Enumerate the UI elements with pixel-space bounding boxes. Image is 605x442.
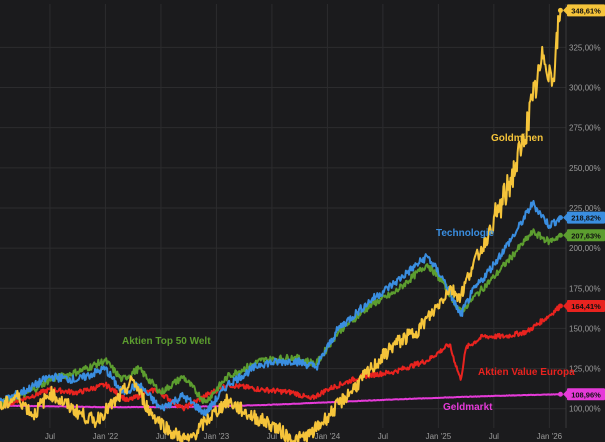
series-line-geldmarkt: [0, 393, 561, 409]
series-line-technologie: [0, 200, 562, 417]
series-end-point: [557, 391, 563, 397]
series-line-aktien-value-europa: [0, 304, 562, 412]
end-value-pointer: [563, 390, 567, 399]
x-tick-label: Jan '22: [93, 432, 119, 441]
x-tick-label: Jul: [45, 432, 55, 441]
x-tick-label: Jan '25: [426, 432, 452, 441]
label-value-europa: Aktien Value Europa: [478, 367, 575, 378]
y-tick-label: 100,00%: [569, 405, 601, 414]
series-layer: [0, 10, 562, 442]
end-labels: 108,96% 164,41% 207,63% 218,82% 348,61%: [557, 4, 605, 401]
grid: [0, 4, 567, 428]
series-end-point: [557, 7, 563, 13]
x-tick-label: Jul: [267, 432, 277, 441]
end-value-label: 108,96%: [571, 390, 601, 399]
y-tick-label: 250,00%: [569, 164, 601, 173]
series-line-aktien-top-50-welt: [0, 228, 562, 408]
y-tick-label: 150,00%: [569, 324, 601, 333]
y-tick-label: 325,00%: [569, 43, 601, 52]
x-tick-label: Jul: [378, 432, 388, 441]
y-tick-label: 200,00%: [569, 244, 601, 253]
series-end-point: [557, 303, 563, 309]
end-value-label: 218,82%: [571, 214, 601, 223]
end-value-pointer: [563, 6, 567, 15]
end-value-label: 207,63%: [571, 231, 601, 240]
series-end-point: [557, 232, 563, 238]
end-value-label: 164,41%: [571, 302, 601, 311]
y-tick-label: 300,00%: [569, 84, 601, 93]
label-top50: Aktien Top 50 Welt: [122, 336, 211, 347]
x-tick-label: Jan '26: [537, 432, 563, 441]
y-tick-label: 175,00%: [569, 284, 601, 293]
x-tick-label: Jan '23: [204, 432, 230, 441]
y-axis: 100,00% 125,00% 150,00% 175,00% 200,00% 225,0…: [569, 43, 601, 413]
label-technologie: Technologie: [436, 228, 495, 239]
end-value-badge: [567, 229, 605, 242]
x-tick-label: Jul: [489, 432, 499, 441]
end-value-label: 348,61%: [571, 6, 601, 15]
end-value-pointer: [563, 301, 567, 310]
end-value-badge: [567, 299, 605, 312]
end-value-badge: [567, 388, 605, 401]
y-tick-label: 275,00%: [569, 124, 601, 133]
x-tick-label: Jan '24: [315, 432, 341, 441]
end-value-badge: [567, 4, 605, 17]
x-axis: Jul Jan '22 Jul Jan '23 Jul Jan '24 Jul Jan '25…: [45, 432, 563, 441]
end-value-pointer: [563, 231, 567, 240]
x-tick-label: Jul: [156, 432, 166, 441]
label-geldmarkt: Geldmarkt: [443, 402, 493, 413]
series-line-goldminen: [0, 10, 562, 442]
series-end-point: [557, 215, 563, 221]
end-value-pointer: [563, 213, 567, 222]
end-value-badge: [567, 211, 605, 224]
label-goldminen: Goldminen: [491, 133, 543, 144]
y-tick-label: 125,00%: [569, 365, 601, 374]
y-tick-label: 225,00%: [569, 204, 601, 213]
